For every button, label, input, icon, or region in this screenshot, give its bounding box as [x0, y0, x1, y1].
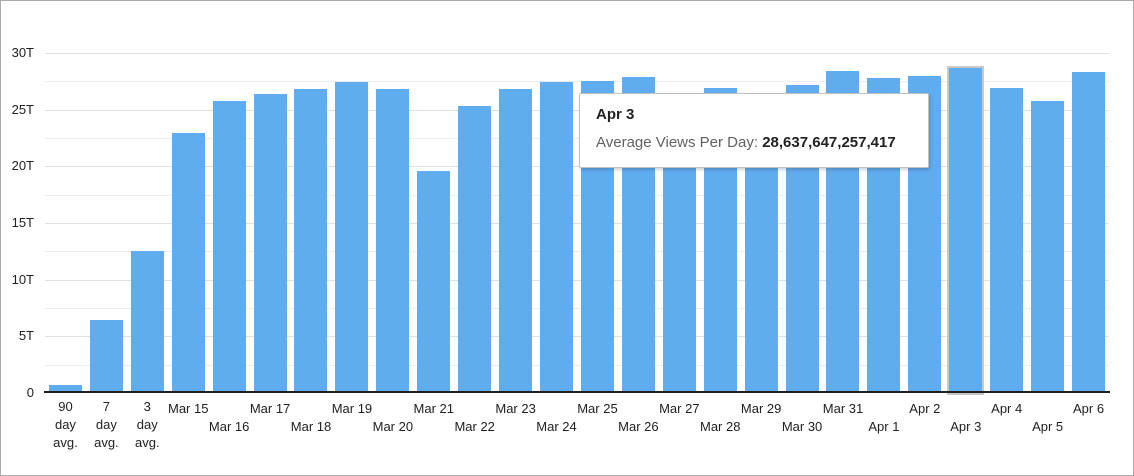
x-axis-tick-label: Mar 17	[249, 401, 291, 416]
bar-7-day-avg[interactable]	[89, 320, 123, 393]
y-axis-tick-label: 0	[26, 385, 34, 400]
x-axis-tick-label: Apr 6	[1072, 401, 1105, 416]
tooltip: Apr 3 Average Views Per Day: 28,637,647,…	[579, 93, 929, 168]
bar-slot	[1068, 53, 1109, 393]
tooltip-value: 28,637,647,257,417	[762, 134, 896, 151]
bar-apr-6[interactable]	[1072, 72, 1105, 393]
y-axis-tick-label: 20T	[11, 158, 34, 174]
tooltip-label: Average Views Per Day:	[596, 134, 763, 151]
x-axis-tick-label: Mar 24	[536, 419, 577, 434]
bar-mar-18[interactable]	[294, 89, 328, 393]
gridline-minor	[45, 308, 1109, 309]
bar-slot	[372, 53, 413, 393]
bar-mar-24[interactable]	[540, 82, 574, 393]
x-axis-tick-label: Mar 27	[659, 401, 700, 416]
x-axis-tick-label: Apr 5	[1032, 419, 1064, 434]
bar-90-day-avg[interactable]	[48, 385, 82, 393]
x-axis-tick-label: Apr 3	[950, 419, 982, 434]
y-axis-tick-label: 10T	[11, 271, 34, 287]
gridline-minor	[45, 138, 1109, 139]
bar-apr-5[interactable]	[1031, 100, 1065, 393]
x-axis-tick-label: Mar 22	[454, 419, 495, 434]
x-axis-tick-label: Mar 19	[331, 401, 373, 416]
x-axis-tick-label: Mar 21	[413, 401, 454, 416]
x-axis-tick-label: Apr 1	[868, 419, 900, 434]
x-axis-tick-label: Apr 4	[991, 401, 1023, 416]
bar-slot	[986, 53, 1027, 393]
bar-slot	[1027, 53, 1068, 393]
bar-slot	[209, 53, 250, 393]
bar-slot	[127, 53, 168, 393]
x-axis-tick-label: Mar 31	[822, 401, 864, 416]
bar-mar-22[interactable]	[458, 106, 492, 393]
bar-slot	[495, 53, 536, 393]
x-axis-tick-label: 90 day avg.	[53, 399, 78, 450]
x-axis-line	[44, 391, 1110, 393]
x-axis-tick-label: Mar 15	[167, 401, 209, 416]
bar-3-day-avg[interactable]	[130, 251, 164, 393]
gridline-minor	[45, 81, 1109, 83]
bar-mar-17[interactable]	[253, 93, 287, 393]
bar-mar-23[interactable]	[499, 89, 533, 393]
bar-slot	[945, 53, 986, 395]
y-axis-tick-label: 5T	[18, 328, 34, 344]
x-axis-tick-label: 3 day avg.	[135, 399, 160, 450]
x-axis-tick-label: Mar 30	[781, 419, 823, 434]
gridline-major	[45, 223, 1109, 224]
x-axis-tick-label: Mar 29	[740, 401, 782, 416]
bar-mar-19[interactable]	[335, 82, 369, 393]
gridlines-layer	[45, 53, 1109, 393]
bar-apr-3[interactable]	[947, 66, 985, 395]
gridline-major	[45, 279, 1109, 281]
gridline-minor	[45, 364, 1109, 366]
x-axis-tick-label: Mar 18	[290, 419, 332, 434]
bar-slot	[331, 53, 372, 393]
bars-layer	[45, 53, 1109, 395]
x-axis-tick-label: Mar 28	[699, 419, 741, 434]
bar-slot	[45, 53, 86, 393]
x-axis-tick-label: Mar 20	[372, 419, 414, 434]
x-axis-tick-label: Mar 26	[618, 419, 659, 434]
bar-mar-15[interactable]	[171, 133, 205, 393]
bar-slot	[413, 53, 454, 393]
bar-slot	[536, 53, 577, 393]
x-axis-tick-label: 7 day avg.	[94, 399, 119, 450]
y-axis-tick-label: 25T	[11, 101, 34, 117]
tooltip-title: Apr 3	[596, 106, 635, 123]
gridline-minor	[45, 251, 1109, 253]
bar-slot	[86, 53, 127, 393]
bar-apr-4[interactable]	[990, 88, 1024, 393]
bar-slot	[291, 53, 332, 393]
gridline-major	[45, 336, 1109, 338]
gridline-major	[45, 109, 1109, 111]
x-axis-tick-label: Mar 25	[577, 401, 618, 416]
bar-slot	[168, 53, 209, 393]
bar-mar-21[interactable]	[417, 170, 451, 393]
gridline-major	[45, 166, 1109, 168]
x-axis-tick-label: Mar 16	[208, 419, 250, 434]
bar-mar-16[interactable]	[212, 100, 246, 393]
gridline-major	[45, 53, 1109, 54]
x-axis-tick-label: Mar 23	[495, 401, 536, 416]
gridline-minor	[45, 194, 1109, 196]
bar-slot	[250, 53, 291, 393]
x-axis-tick-label: Apr 2	[909, 401, 941, 416]
bar-mar-20[interactable]	[376, 89, 410, 393]
bar-slot	[454, 53, 495, 393]
tooltip-body: Average Views Per Day: 28,637,647,257,41…	[596, 134, 912, 151]
y-axis-tick-label: 30T	[11, 45, 34, 60]
y-axis-tick-label: 15T	[11, 215, 34, 230]
